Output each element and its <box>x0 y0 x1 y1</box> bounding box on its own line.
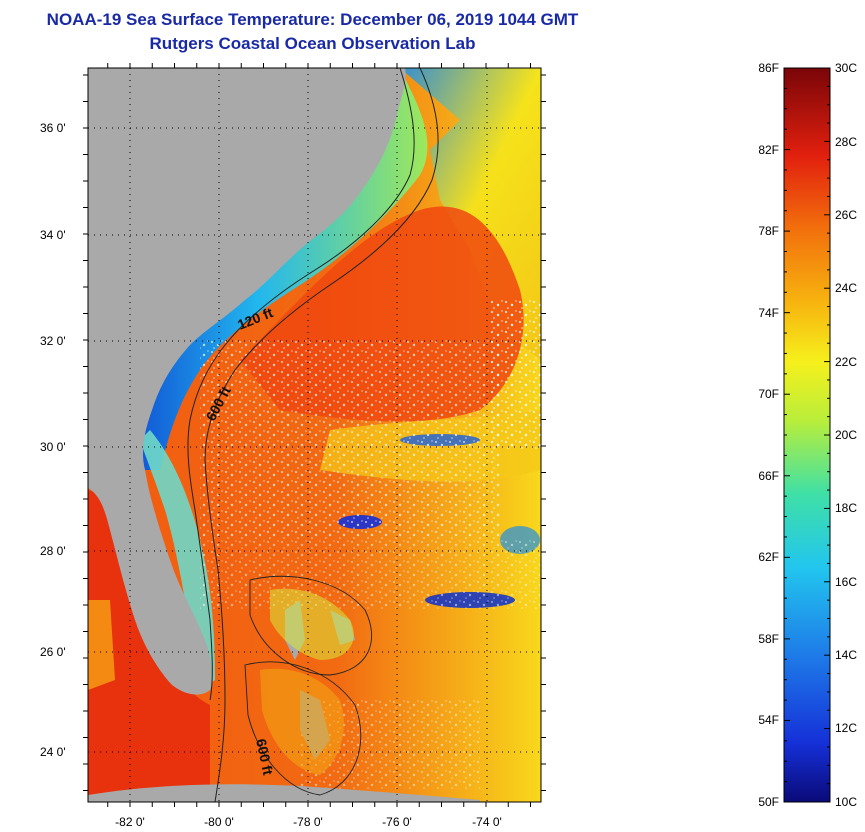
celsius-label: 12C <box>835 721 857 735</box>
contour-120ft <box>187 68 415 701</box>
land-mass <box>88 68 406 695</box>
contour-600ft <box>204 68 439 802</box>
fahrenheit-label: 82F <box>758 143 779 157</box>
cuba-land <box>88 784 480 802</box>
lat-tick-label: 34 0' <box>40 228 66 242</box>
lat-tick-label: 26 0' <box>40 645 66 659</box>
celsius-label: 24C <box>835 281 857 295</box>
bahama-bank <box>260 668 344 775</box>
map-panel: 120 ft 600 ft 600 ft <box>88 68 541 802</box>
map-title: NOAA-19 Sea Surface Temperature: Decembe… <box>46 10 579 29</box>
lat-tick-label: 28 0' <box>40 544 66 558</box>
celsius-label: 26C <box>835 208 857 222</box>
contour-label-600ft-south: 600 ft <box>253 737 276 776</box>
celsius-label: 14C <box>835 648 857 662</box>
lon-tick-label: -80 0' <box>204 815 234 829</box>
fahrenheit-label: 58F <box>758 632 779 646</box>
lat-tick-label: 24 0' <box>40 745 66 759</box>
cloud-mask <box>490 300 541 450</box>
fahrenheit-label: 86F <box>758 61 779 75</box>
map-frame <box>87 67 542 803</box>
lat-tick-label: 36 0' <box>40 121 66 135</box>
gulf-shelf-water <box>88 600 115 690</box>
celsius-label: 22C <box>835 355 857 369</box>
cloud-mask <box>200 540 540 610</box>
colorbar-gradient <box>783 67 831 803</box>
bahama-bank <box>270 588 354 660</box>
graticule <box>88 68 541 802</box>
lon-tick-label: -82 0' <box>115 815 145 829</box>
celsius-label: 20C <box>835 428 857 442</box>
lon-tick-label: -76 0' <box>382 815 412 829</box>
fahrenheit-label: 74F <box>758 306 779 320</box>
celsius-label: 16C <box>835 575 857 589</box>
fahrenheit-label: 66F <box>758 469 779 483</box>
lon-tick-label: -78 0' <box>293 815 323 829</box>
colorbar-celsius-labels: 30C 28C 26C 24C 22C 20C 18C 16C 14C 12C … <box>835 61 857 809</box>
lat-tick-label: 30 0' <box>40 440 66 454</box>
contour-bahamas <box>249 575 373 676</box>
celsius-label: 28C <box>835 135 857 149</box>
celsius-label: 30C <box>835 61 857 75</box>
colorbar-fahrenheit-labels: 86F 82F 78F 74F 70F 66F 62F 58F 54F 50F <box>758 61 779 809</box>
celsius-label: 10C <box>835 795 857 809</box>
lat-tick-label: 32 0' <box>40 334 66 348</box>
fahrenheit-label: 62F <box>758 550 779 564</box>
latitude-labels: 36 0' 34 0' 32 0' 30 0' 28 0' 26 0' 24 0… <box>40 121 66 759</box>
celsius-label: 18C <box>835 501 857 515</box>
temperature-colorbar: 86F 82F 78F 74F 70F 66F 62F 58F 54F 50F … <box>758 61 857 809</box>
fahrenheit-label: 54F <box>758 713 779 727</box>
colorbar-tick-marks <box>784 67 830 803</box>
cloud-mask <box>200 340 500 540</box>
fahrenheit-label: 70F <box>758 387 779 401</box>
fahrenheit-label: 78F <box>758 224 779 238</box>
longitude-labels: -82 0' -80 0' -78 0' -76 0' -74 0' <box>115 815 502 829</box>
lon-tick-label: -74 0' <box>472 815 502 829</box>
map-subtitle: Rutgers Coastal Ocean Observation Lab <box>149 34 476 53</box>
fahrenheit-label: 50F <box>758 795 779 809</box>
contour-bahamas <box>244 661 362 796</box>
map-tick-marks <box>83 63 546 807</box>
